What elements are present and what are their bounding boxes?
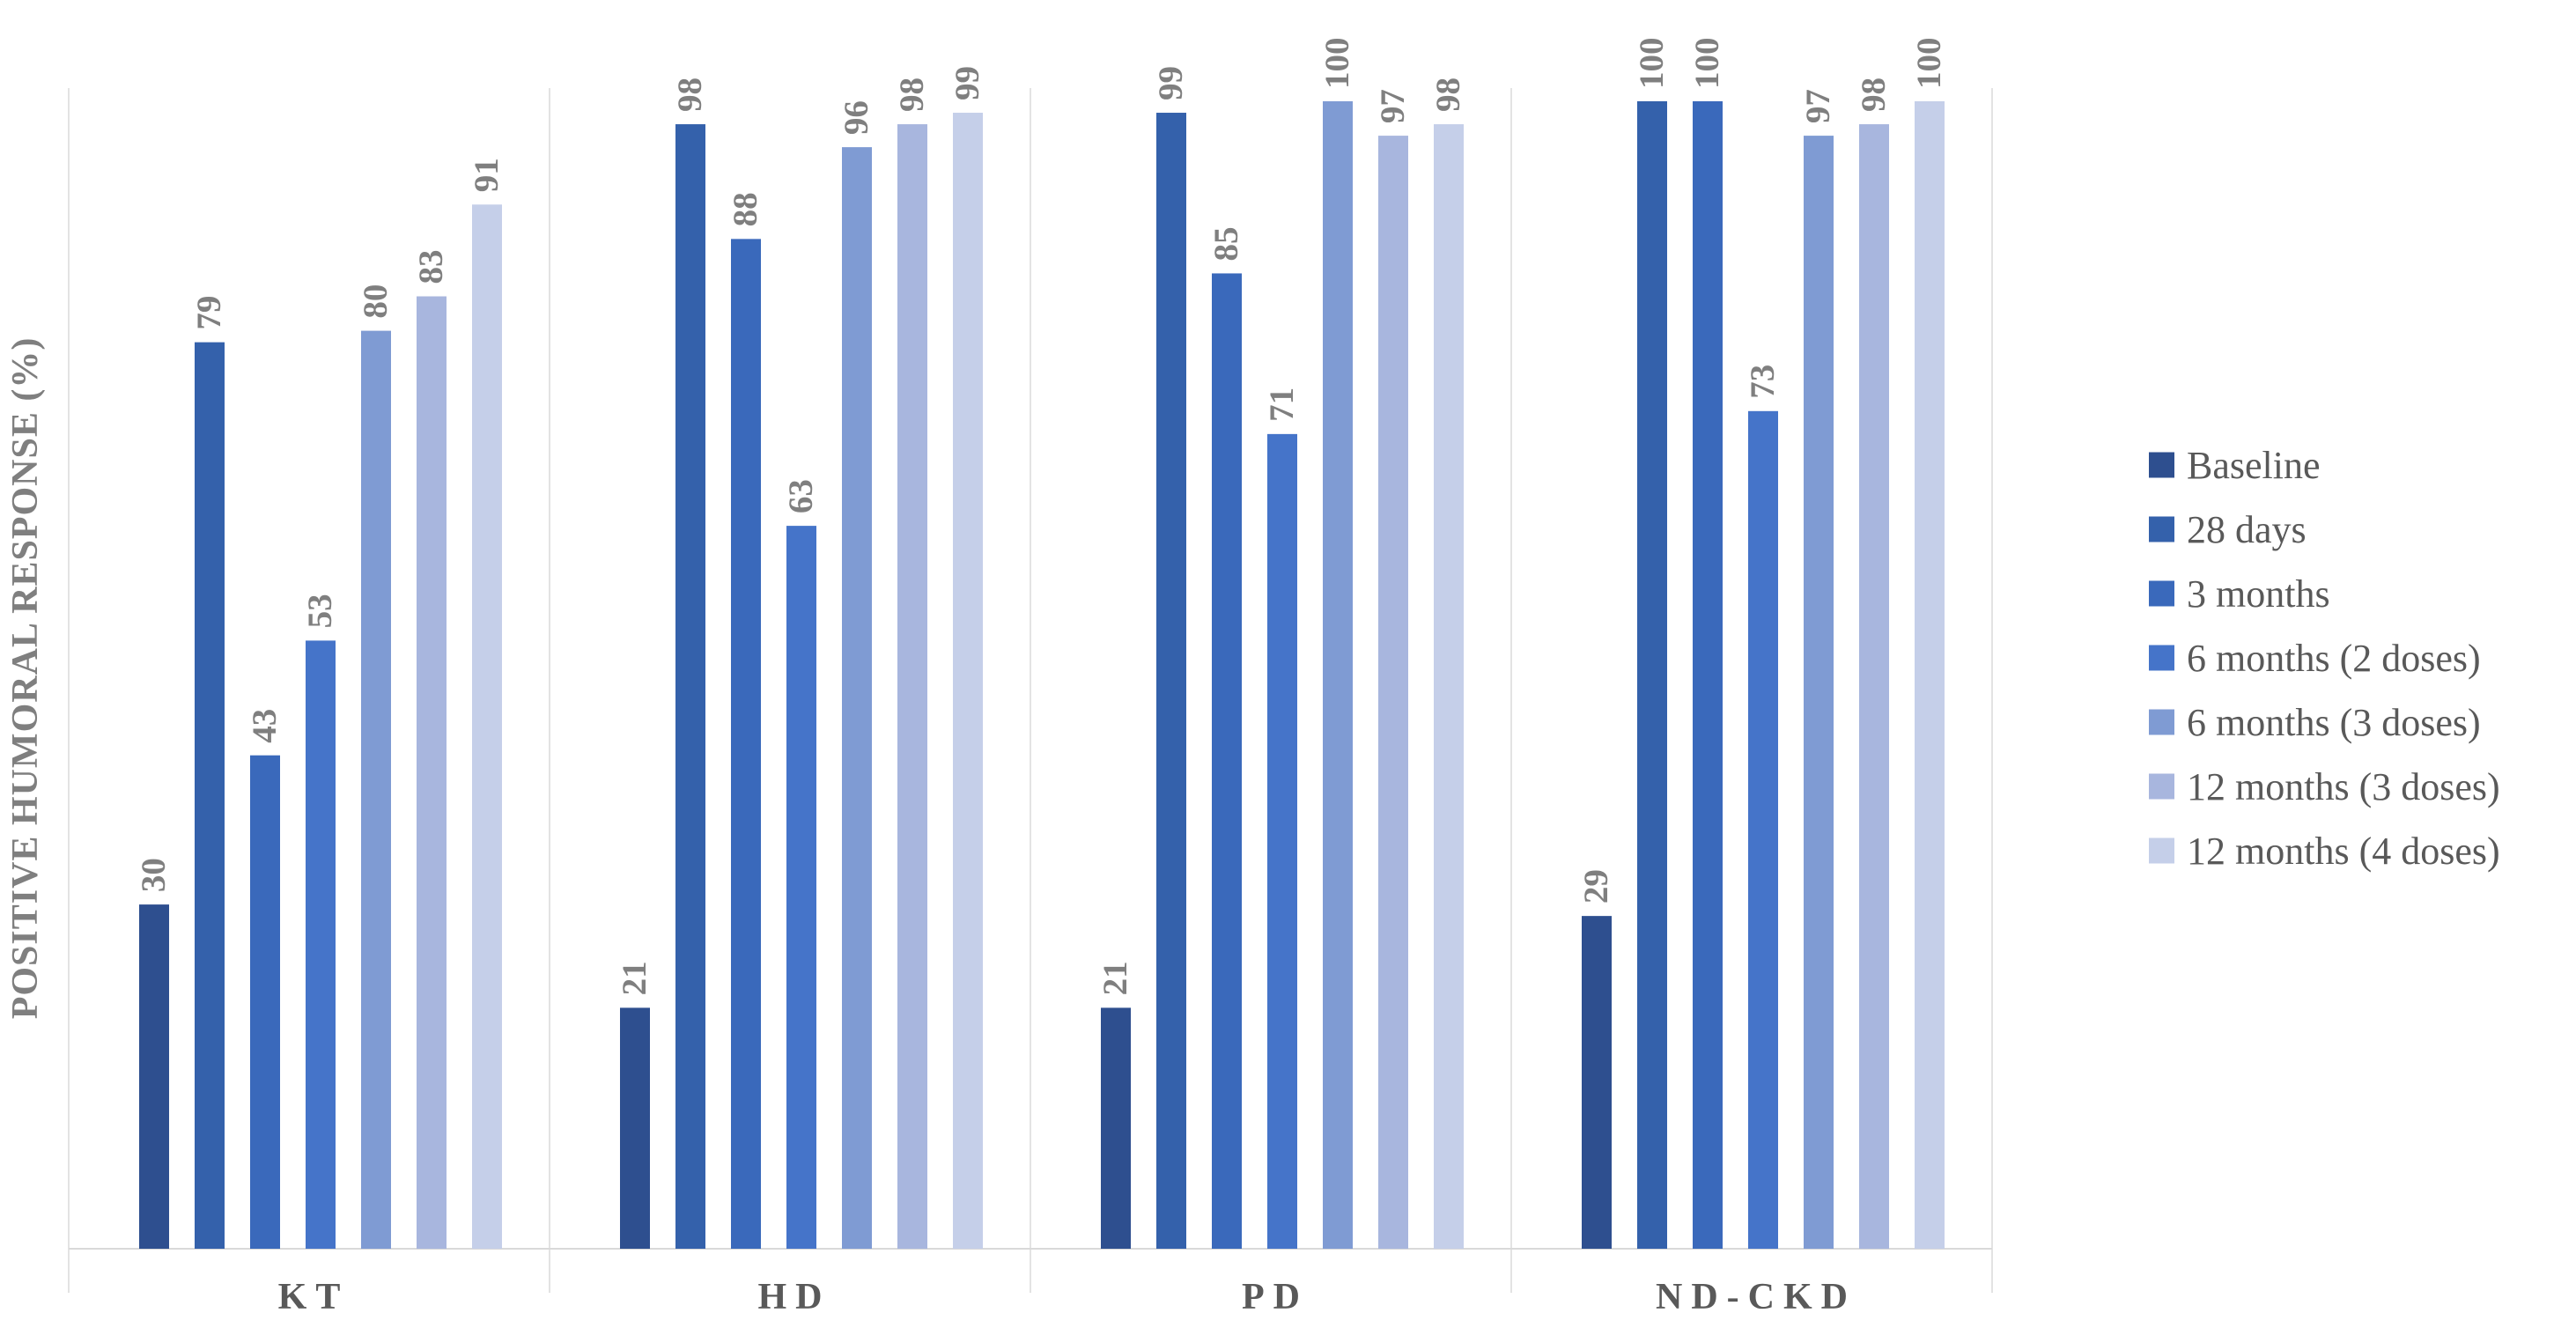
data-label: 30 (135, 858, 173, 892)
bar (842, 147, 872, 1249)
bar (731, 239, 761, 1249)
data-label: 29 (1577, 869, 1615, 904)
data-label: 80 (357, 284, 395, 319)
bar (953, 113, 983, 1249)
y-axis-label: POSITIVE HUMORAL RESPONSE (%) (5, 337, 46, 1020)
data-labels-layer: 30 79 43 53 80 83 91 21 98 88 63 96 98 99 21 99 85 71 100 9… (135, 38, 1948, 996)
data-label: 83 (412, 250, 450, 284)
legend-entry: 28 days (2187, 508, 2307, 551)
legend-entry: 6 months (2 doses) (2187, 637, 2481, 680)
legend-swatch (2149, 773, 2174, 800)
x-axis: KT HD PD ND-CKD (278, 1277, 1856, 1317)
data-label: 73 (1744, 365, 1782, 399)
data-label: 100 (1688, 38, 1726, 90)
legend-swatch (2149, 709, 2174, 735)
bar (139, 904, 169, 1249)
bar (1323, 101, 1353, 1249)
data-label: 100 (1633, 38, 1671, 90)
bar (675, 124, 705, 1249)
legend-entry: 12 months (4 doses) (2187, 830, 2500, 873)
bar (1212, 273, 1242, 1250)
data-label: 79 (190, 296, 228, 330)
bar (1267, 433, 1297, 1249)
legend-entry: 6 months (3 doses) (2187, 701, 2481, 744)
bar (306, 640, 336, 1249)
legend-swatch (2149, 645, 2174, 671)
data-label: 98 (1429, 77, 1467, 112)
data-label: 88 (727, 192, 764, 226)
legend-entry: 12 months (3 doses) (2187, 765, 2500, 808)
bar (1101, 1007, 1131, 1249)
legend-entry: Baseline (2187, 444, 2321, 487)
legend-swatch (2149, 452, 2174, 478)
legend-swatch (2149, 580, 2174, 607)
data-label: 97 (1374, 89, 1412, 123)
legend: Baseline 28 days 3 months 6 months (2 doses… (2149, 444, 2500, 873)
bar (472, 204, 502, 1249)
data-label: 97 (1799, 89, 1837, 123)
bar (1156, 113, 1186, 1249)
data-label: 85 (1207, 226, 1245, 261)
bar (1804, 136, 1834, 1250)
data-label: 71 (1263, 387, 1301, 422)
legend-swatch (2149, 837, 2174, 864)
bar (1915, 101, 1945, 1249)
bar (1637, 101, 1667, 1249)
bar (361, 330, 391, 1250)
data-label: 63 (782, 479, 820, 513)
category-tick-label: PD (1242, 1277, 1309, 1317)
data-label: 100 (1910, 38, 1948, 90)
bar (250, 755, 280, 1249)
data-label: 99 (948, 66, 986, 100)
data-label: 21 (1096, 961, 1134, 995)
bar (620, 1007, 650, 1249)
data-label: 99 (1152, 66, 1190, 100)
bar (1859, 124, 1889, 1249)
legend-entry: 3 months (2187, 572, 2330, 616)
category-tick-label: HD (758, 1277, 831, 1317)
data-label: 53 (301, 594, 339, 628)
category-tick-label: KT (278, 1277, 350, 1317)
bar (417, 296, 447, 1249)
bar (1693, 101, 1723, 1249)
data-label: 21 (616, 961, 653, 995)
legend-swatch (2149, 516, 2174, 542)
bar (897, 124, 927, 1249)
bar (786, 526, 816, 1249)
data-label: 43 (246, 709, 284, 743)
category-tick-label: ND-CKD (1656, 1277, 1856, 1317)
data-label: 98 (671, 77, 709, 112)
data-label: 91 (468, 158, 506, 192)
data-label: 98 (893, 77, 931, 112)
bar (1748, 410, 1778, 1249)
bar (1582, 916, 1612, 1249)
bars-layer (139, 101, 1945, 1250)
data-label: 96 (838, 100, 875, 135)
bar (1378, 136, 1408, 1250)
bar (1434, 124, 1464, 1249)
bar (195, 342, 225, 1249)
data-label: 100 (1318, 38, 1356, 90)
data-label: 98 (1855, 77, 1893, 112)
